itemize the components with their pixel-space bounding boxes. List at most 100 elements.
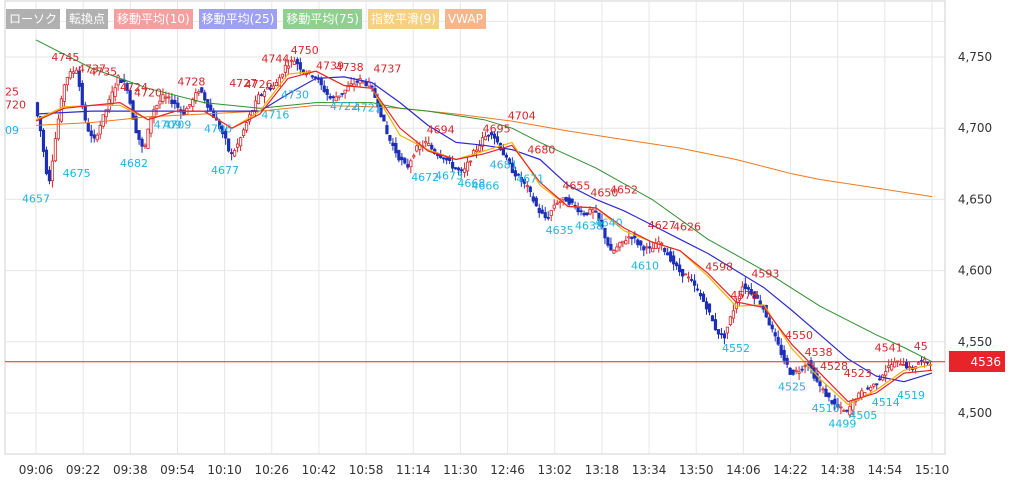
candle-body bbox=[689, 279, 694, 281]
candle-body bbox=[457, 167, 461, 171]
candle-body bbox=[200, 87, 204, 93]
candle-body bbox=[525, 185, 529, 187]
high-annotation: 4655 bbox=[562, 179, 590, 192]
candle-body bbox=[188, 104, 192, 107]
candle-body bbox=[92, 134, 96, 139]
candle-body bbox=[80, 82, 84, 107]
candle-body bbox=[588, 208, 592, 215]
edge-annotation: 09 bbox=[5, 124, 19, 137]
candle-body bbox=[678, 264, 682, 273]
high-annotation: 4626 bbox=[673, 221, 701, 234]
high-annotation: 4720 bbox=[134, 87, 162, 100]
candle-body bbox=[848, 406, 852, 416]
candle-body bbox=[752, 291, 756, 299]
high-annotation: 4528 bbox=[820, 360, 848, 373]
candle-body bbox=[839, 406, 843, 409]
candle-body bbox=[388, 135, 392, 141]
legend-toggle-5[interactable]: 指数平滑(9) bbox=[367, 9, 439, 29]
candle-body bbox=[415, 145, 419, 152]
current-price-tag: 4536 bbox=[949, 351, 1005, 372]
low-annotation: 4499 bbox=[828, 417, 856, 430]
low-annotation: 4666 bbox=[471, 180, 499, 193]
low-annotation: 4519 bbox=[897, 389, 925, 402]
legend-toggle-2[interactable]: 移動平均(10) bbox=[114, 9, 193, 29]
candle-body bbox=[579, 210, 583, 213]
high-annotation: 4738 bbox=[336, 61, 364, 74]
candle-body bbox=[430, 144, 434, 150]
candle-body bbox=[56, 118, 61, 140]
legend-toggle-4[interactable]: 移動平均(75) bbox=[283, 9, 362, 29]
candle-body bbox=[406, 163, 410, 168]
candle-body bbox=[474, 149, 479, 153]
candle-body bbox=[468, 160, 473, 163]
candle-body bbox=[295, 58, 299, 65]
legend-toggle-0[interactable]: ローソク bbox=[6, 9, 61, 29]
low-annotation: 4657 bbox=[22, 192, 50, 205]
candle-body bbox=[400, 156, 404, 161]
candle-body bbox=[325, 89, 329, 95]
legend-toggle-6[interactable]: VWAP bbox=[444, 9, 486, 29]
candle-body bbox=[642, 246, 646, 251]
candle-body bbox=[925, 361, 930, 364]
legend-toggle-1[interactable]: 転換点 bbox=[66, 9, 109, 29]
candle-body bbox=[167, 96, 171, 99]
candle-body bbox=[797, 371, 801, 374]
candle-body bbox=[110, 91, 114, 105]
candle-body bbox=[445, 157, 449, 161]
x-tick-label: 14:06 bbox=[726, 463, 761, 477]
candle-body bbox=[528, 186, 532, 193]
candle-body bbox=[265, 87, 270, 90]
candle-body bbox=[713, 319, 718, 331]
candle-body bbox=[298, 62, 302, 70]
candle-body bbox=[454, 167, 458, 170]
y-tick-label: 4,650 bbox=[958, 192, 992, 206]
candle-body bbox=[755, 294, 759, 299]
candle-body bbox=[340, 93, 344, 95]
candle-body bbox=[337, 95, 341, 98]
candle-body bbox=[636, 239, 640, 246]
candle-body bbox=[119, 79, 123, 84]
low-annotation: 4672 bbox=[411, 171, 439, 184]
candle-body bbox=[908, 366, 912, 369]
candle-body bbox=[313, 76, 317, 79]
legend-toggle-3[interactable]: 移動平均(25) bbox=[198, 9, 278, 29]
high-annotation: 4728 bbox=[177, 75, 205, 88]
candle-body bbox=[686, 276, 691, 279]
low-annotation: 4675 bbox=[63, 167, 91, 180]
candle-body bbox=[262, 91, 267, 97]
candle-body bbox=[155, 104, 159, 109]
x-tick-label: 14:22 bbox=[773, 463, 808, 477]
x-tick-label: 12:46 bbox=[490, 463, 525, 477]
candle-body bbox=[77, 70, 81, 87]
candle-body bbox=[224, 131, 228, 139]
candle-body bbox=[149, 117, 153, 134]
candle-body bbox=[618, 241, 622, 248]
candle-body bbox=[519, 176, 523, 182]
candle-body bbox=[71, 71, 75, 74]
candle-body bbox=[501, 147, 506, 156]
candle-body bbox=[35, 102, 40, 117]
candle-body bbox=[137, 130, 141, 140]
candle-body bbox=[594, 210, 598, 213]
candle-body bbox=[582, 212, 586, 216]
candle-body bbox=[268, 87, 273, 90]
candle-body bbox=[782, 350, 786, 361]
high-annotation: 4750 bbox=[291, 44, 319, 57]
candle-body bbox=[349, 83, 353, 86]
edge-annotation: 720 bbox=[5, 98, 26, 111]
candle-body bbox=[875, 383, 879, 386]
high-annotation: 4737 bbox=[78, 63, 106, 76]
low-annotation: 4671 bbox=[516, 172, 544, 185]
candle-body bbox=[695, 288, 700, 291]
candle-body bbox=[818, 381, 822, 387]
high-annotation: 4694 bbox=[427, 124, 455, 137]
candle-body bbox=[660, 242, 664, 245]
candle-body bbox=[869, 386, 873, 391]
high-annotation: 4745 bbox=[51, 51, 79, 64]
candle-body bbox=[176, 102, 180, 108]
candle-body bbox=[573, 204, 577, 207]
candle-body bbox=[364, 81, 368, 86]
candle-body bbox=[779, 344, 783, 355]
candle-body bbox=[382, 114, 386, 122]
